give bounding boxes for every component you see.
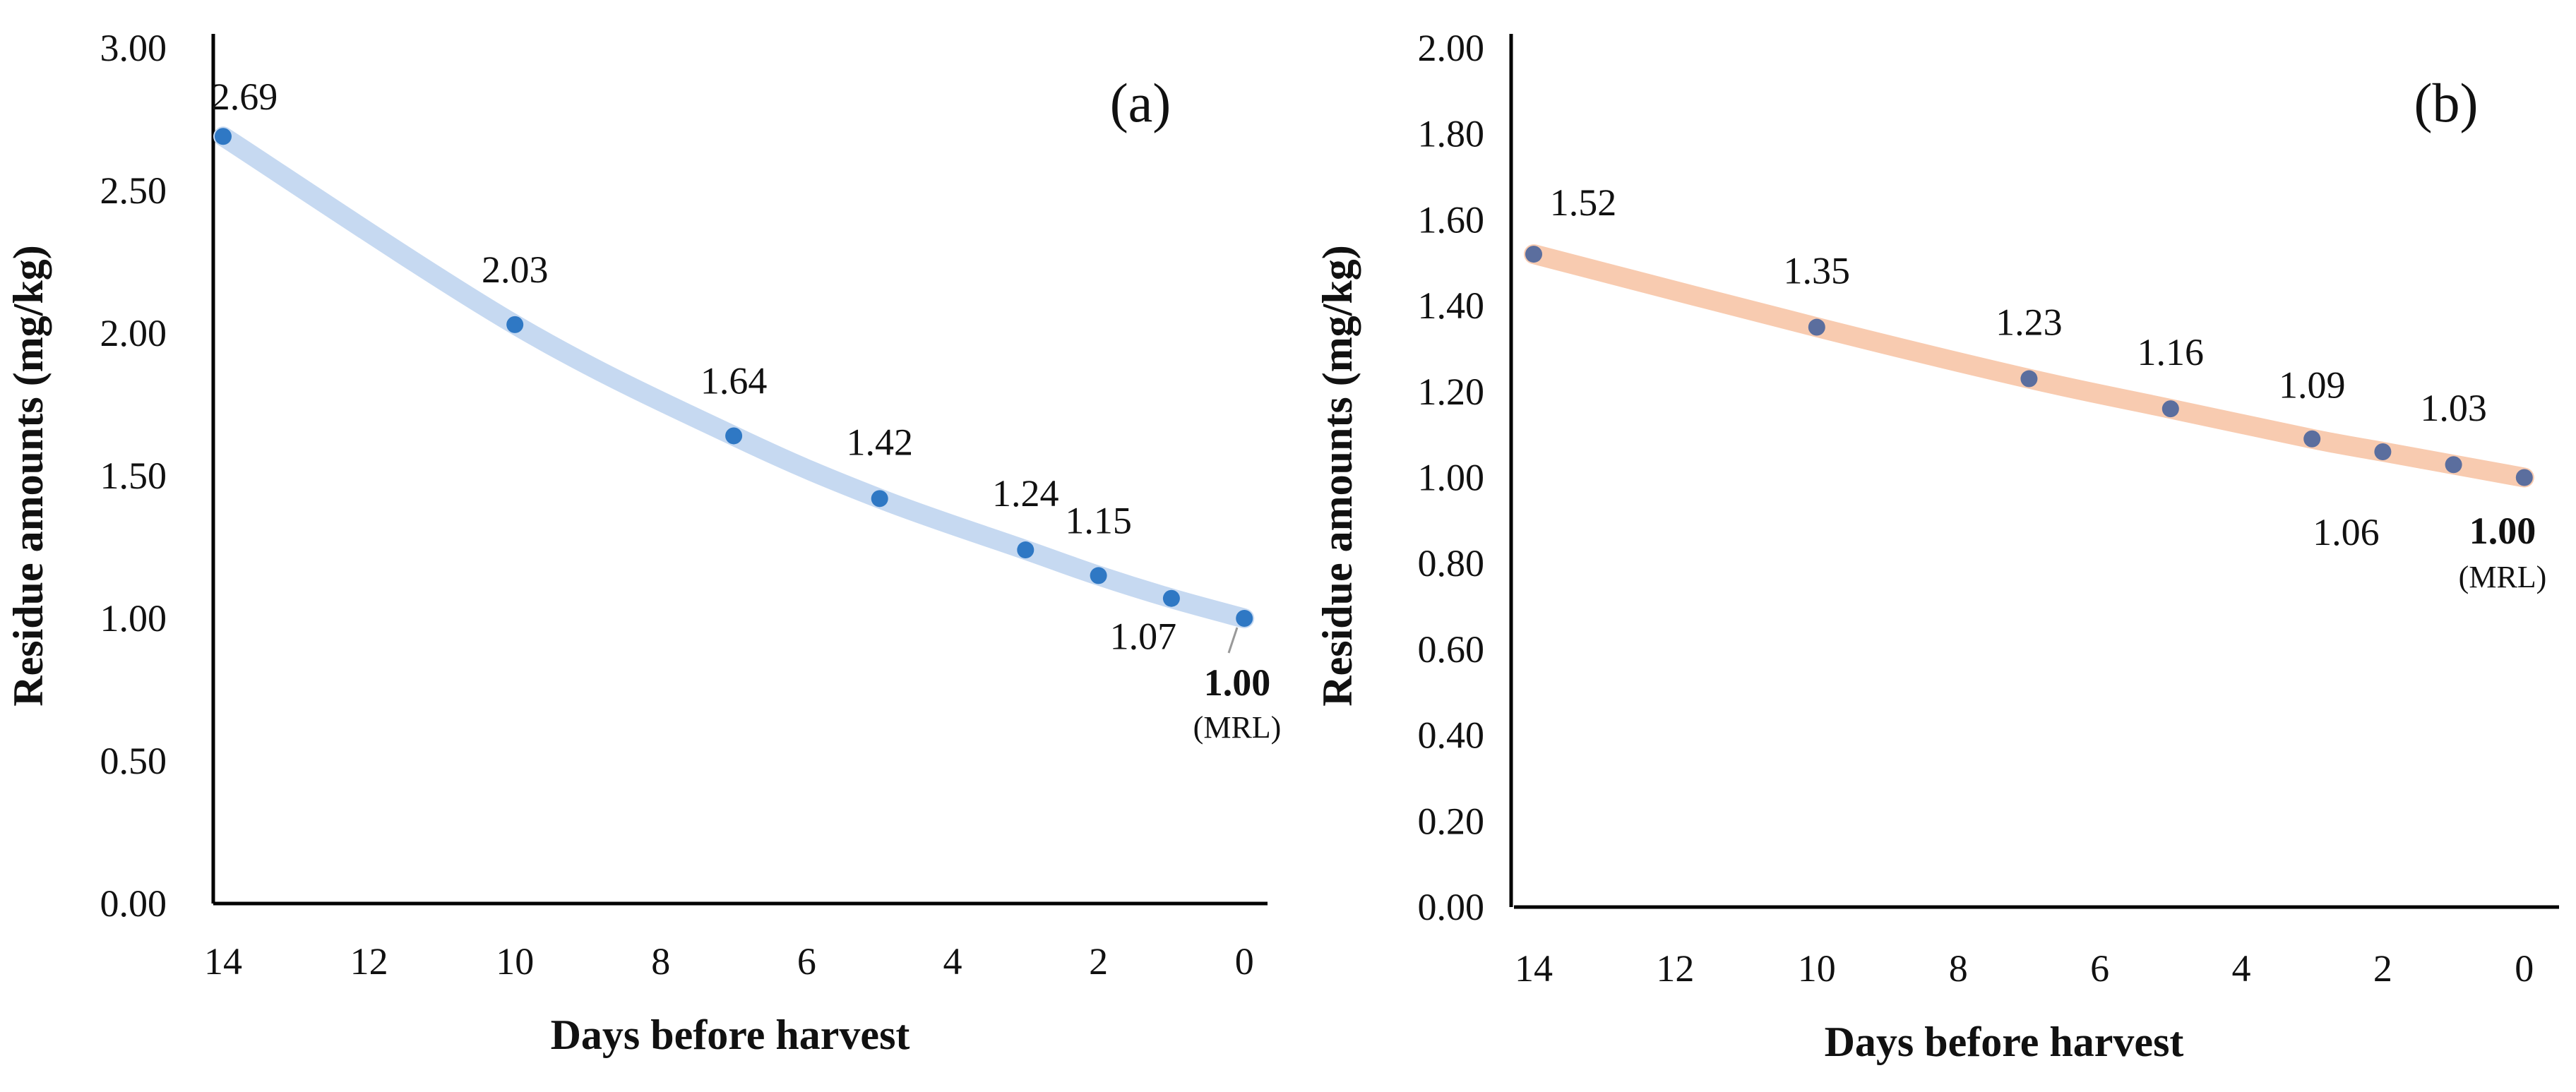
chart-b-panel-label: (b) [2414, 72, 2479, 133]
chart-b-x-tick-label: 8 [1949, 947, 1968, 990]
chart-b-x-tick-label: 0 [2515, 947, 2534, 990]
chart-b-y-tick-label: 0.80 [1418, 542, 1485, 584]
chart-a-y-axis-title: Residue amounts (mg/kg) [5, 245, 52, 706]
chart-a-data-label: 1.07 [1110, 616, 1177, 658]
chart-a-mrl-value: 1.00 [1204, 661, 1271, 704]
chart-b-data-label: 1.23 [1996, 301, 2063, 344]
chart-b-y-tick-label: 0.00 [1418, 886, 1485, 928]
chart-panel-a: 0.00 0.50 1.00 1.50 2.00 2.50 3.00 14 12 10 8 6 4 2 0 D… [0, 0, 1288, 1088]
chart-b-y-tick-label: 0.20 [1418, 800, 1485, 842]
chart-b-x-tick-label: 4 [2232, 947, 2251, 990]
chart-a-x-tick-label: 10 [496, 940, 534, 983]
chart-a-x-tick-label: 8 [651, 940, 670, 983]
chart-a-x-tick-label: 4 [943, 940, 962, 983]
chart-b-data-point [2515, 469, 2533, 486]
chart-a-data-point [1017, 541, 1034, 559]
chart-a-mrl-note: (MRL) [1193, 710, 1282, 745]
chart-b-mrl-note: (MRL) [2459, 560, 2547, 594]
chart-a-data-label: 1.24 [992, 472, 1059, 515]
chart-b-data-point [2445, 456, 2462, 474]
chart-b-x-tick-label: 2 [2373, 947, 2392, 990]
chart-a-y-tick-label: 0.50 [100, 740, 167, 782]
chart-a-svg: 0.00 0.50 1.00 1.50 2.00 2.50 3.00 14 12 10 8 6 4 2 0 D… [5, 27, 1282, 1058]
chart-a-data-point [506, 316, 524, 333]
chart-a-x-tick-label: 14 [204, 940, 242, 983]
chart-b-mrl-value: 1.00 [2469, 510, 2536, 552]
chart-a-data-point [1090, 567, 1107, 584]
chart-a-x-tick-label: 2 [1089, 940, 1108, 983]
chart-b-data-label: 1.16 [2137, 331, 2205, 373]
chart-a-data-point [1236, 610, 1253, 627]
chart-b-y-tick-label: 1.00 [1418, 457, 1485, 499]
chart-b-y-tick-label: 1.80 [1418, 113, 1485, 155]
chart-b-y-tick-label: 1.20 [1418, 371, 1485, 413]
chart-b-svg: 0.00 0.20 0.40 0.60 0.80 1.00 1.20 1.40 1.60 1.80… [1314, 27, 2559, 1065]
chart-b-data-point [1525, 246, 1542, 263]
chart-a-data-point [725, 427, 743, 445]
chart-a-y-tick-label: 0.00 [100, 882, 167, 925]
chart-b-x-tick-label: 12 [1656, 947, 1694, 990]
chart-b-y-tick-label: 0.60 [1418, 628, 1485, 671]
chart-a-x-tick-label: 6 [797, 940, 816, 983]
chart-b-data-point [2303, 430, 2321, 448]
chart-b-data-label: 1.03 [2420, 387, 2487, 429]
chart-a-y-tick-label: 3.00 [100, 27, 167, 69]
chart-a-data-label: 1.64 [700, 359, 768, 402]
chart-b-y-tick-label: 0.40 [1418, 714, 1485, 757]
chart-b-x-tick-label: 14 [1515, 947, 1553, 990]
chart-b-data-point [2161, 400, 2179, 418]
chart-b-x-tick-label: 10 [1798, 947, 1836, 990]
chart-b-y-tick-label: 1.40 [1418, 284, 1485, 327]
chart-b-data-label: 1.06 [2313, 511, 2380, 553]
chart-b-data-point [1808, 318, 1825, 336]
chart-a-data-label: 2.69 [211, 76, 278, 118]
chart-b-series-line [1524, 244, 2534, 488]
chart-a-y-tick-label: 1.50 [100, 455, 167, 497]
chart-b-data-point [2020, 370, 2038, 388]
chart-a-series-line [213, 126, 1255, 628]
chart-a-x-tick-label: 0 [1235, 940, 1254, 983]
chart-a-data-point [1162, 589, 1180, 607]
chart-b-data-label: 1.52 [1550, 181, 1617, 224]
chart-b-x-axis-title: Days before harvest [1825, 1019, 2184, 1065]
chart-a-y-tick-label: 2.50 [100, 169, 167, 212]
chart-b-y-tick-label: 2.00 [1418, 27, 1485, 69]
chart-b-y-axis-title: Residue amounts (mg/kg) [1314, 245, 1361, 706]
chart-b-data-label: 1.09 [2279, 364, 2346, 407]
chart-panel-b: 0.00 0.20 0.40 0.60 0.80 1.00 1.20 1.40 1.60 1.80… [1288, 0, 2576, 1088]
chart-a-y-tick-label: 1.00 [100, 597, 167, 640]
chart-a-data-point [215, 128, 232, 145]
chart-a-data-label: 2.03 [482, 248, 549, 291]
chart-b-data-label: 1.35 [1784, 250, 1851, 292]
chart-a-panel-label: (a) [1110, 72, 1171, 133]
chart-b-data-point [2374, 443, 2392, 460]
chart-a-x-axis-title: Days before harvest [551, 1012, 910, 1058]
chart-a-data-label: 1.15 [1065, 499, 1132, 541]
chart-a-data-label: 1.42 [846, 421, 913, 463]
chart-a-data-point [871, 490, 888, 508]
chart-a-x-tick-label: 12 [350, 940, 388, 983]
chart-a-y-tick-label: 2.00 [100, 312, 167, 354]
chart-a-annotation-leader [1227, 627, 1239, 654]
chart-b-x-tick-label: 6 [2090, 947, 2109, 990]
chart-b-y-tick-label: 1.60 [1418, 198, 1485, 241]
